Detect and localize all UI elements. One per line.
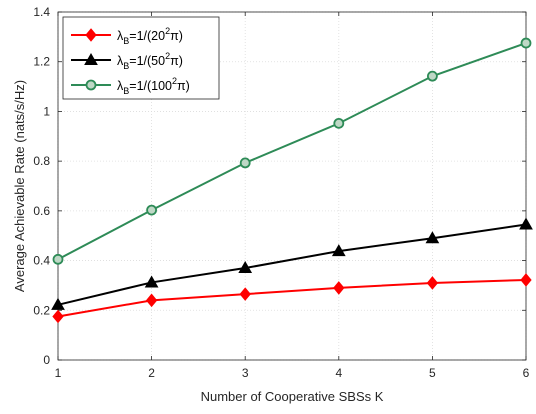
x-axis-label: Number of Cooperative SBSs K	[201, 389, 384, 404]
data-point	[146, 204, 158, 216]
legend-lambda: λ	[117, 29, 124, 43]
legend-subscript: B	[123, 61, 129, 71]
data-point	[51, 297, 65, 310]
data-point	[52, 309, 64, 324]
legend-swatch-marker	[85, 79, 97, 91]
y-tick-label: 1	[43, 104, 50, 118]
legend-label: λB=1/(502π)	[117, 51, 183, 71]
legend-lambda: λ	[117, 79, 124, 93]
series-line	[57, 223, 527, 306]
legend-item: λB=1/(502π)	[71, 51, 183, 71]
y-tick-label: 0.8	[33, 154, 50, 168]
y-tick-label: 1.2	[33, 55, 50, 69]
x-tick-label: 2	[148, 366, 155, 380]
legend: λB=1/(202π)λB=1/(502π)λB=1/(1002π)	[62, 16, 220, 100]
legend-lambda: λ	[117, 54, 124, 68]
data-point	[144, 275, 159, 288]
x-tick-label: 6	[523, 366, 530, 380]
legend-item: λB=1/(202π)	[71, 26, 183, 46]
series-line	[57, 278, 527, 318]
data-point	[333, 117, 345, 129]
legend-superscript: 2	[165, 26, 170, 36]
legend-subscript: B	[123, 86, 129, 96]
legend-text-end: π)	[170, 54, 183, 68]
series-line	[57, 42, 527, 261]
data-point	[238, 261, 253, 274]
data-point	[426, 70, 438, 82]
series-1	[52, 273, 532, 324]
x-tick-label: 3	[242, 366, 249, 380]
series-group	[51, 37, 533, 324]
x-tick-label: 5	[429, 366, 436, 380]
data-point	[426, 276, 439, 290]
series-2	[51, 217, 533, 310]
legend-subscript: B	[123, 36, 129, 46]
plot-area-frame	[57, 11, 527, 361]
legend-swatch-marker	[85, 28, 97, 42]
data-point	[239, 157, 251, 169]
data-point	[145, 293, 158, 308]
legend-item: λB=1/(1002π)	[71, 76, 190, 96]
x-tick-label: 1	[55, 366, 62, 380]
data-point	[52, 253, 64, 265]
axis-ticks: 1 2 3 4 5 6 0 0.2 0.4 0.6 0.8 1 1.2 1.4	[33, 5, 529, 380]
legend-text-end: π)	[177, 79, 190, 93]
data-point	[331, 244, 346, 257]
legend-superscript: 2	[165, 51, 170, 61]
legend-label: λB=1/(202π)	[117, 26, 183, 46]
legend-text-main: =1/(100	[129, 79, 172, 93]
data-point	[519, 217, 533, 230]
y-axis-label: Average Achievable Rate (nats/s/Hz)	[12, 80, 27, 292]
legend-text-end: π)	[170, 29, 183, 43]
data-point	[333, 281, 345, 295]
y-tick-label: 0	[43, 353, 50, 367]
legend-text-main: =1/(50	[129, 54, 165, 68]
data-point	[239, 287, 251, 301]
legend-superscript: 2	[172, 76, 177, 86]
y-tick-label: 0.4	[33, 254, 50, 268]
y-tick-label: 0.2	[33, 303, 50, 317]
data-point	[425, 231, 440, 244]
x-tick-label: 4	[335, 366, 342, 380]
legend-text-main: =1/(20	[129, 29, 165, 43]
y-tick-label: 1.4	[33, 5, 50, 19]
data-point	[520, 273, 532, 287]
data-point	[520, 37, 532, 49]
series-3	[52, 37, 532, 265]
legend-swatch-marker	[84, 52, 98, 65]
legend-label: λB=1/(1002π)	[117, 76, 190, 96]
y-tick-label: 0.6	[33, 204, 50, 218]
